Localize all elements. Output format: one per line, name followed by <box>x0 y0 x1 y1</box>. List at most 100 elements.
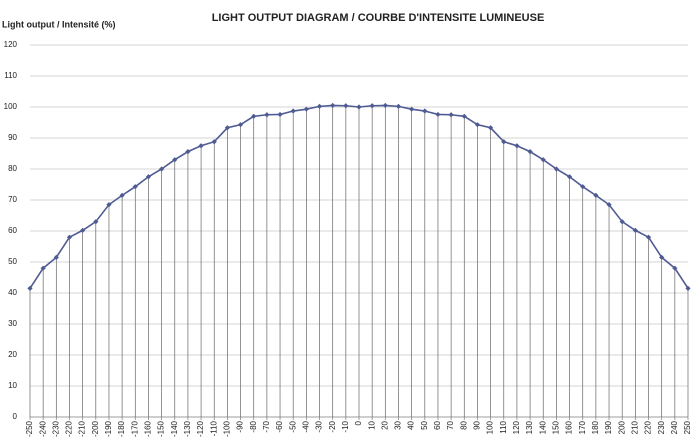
marker <box>632 227 638 233</box>
marker <box>172 157 178 163</box>
marker <box>461 113 467 119</box>
x-tick-label: -150 <box>157 420 166 437</box>
marker <box>685 285 691 291</box>
marker <box>435 111 441 118</box>
y-tick-label: 110 <box>4 71 17 80</box>
marker <box>119 192 125 198</box>
marker <box>422 108 428 114</box>
marker <box>409 106 415 112</box>
x-tick-label: 0 <box>354 420 363 425</box>
x-tick-label: -190 <box>104 420 113 437</box>
x-tick-label: 170 <box>578 420 587 434</box>
x-tick-label: -230 <box>51 420 60 437</box>
marker <box>53 254 59 260</box>
x-tick-label: -160 <box>144 420 153 437</box>
x-tick-label: 50 <box>420 420 429 429</box>
marker <box>237 122 244 128</box>
marker <box>369 103 375 109</box>
x-tick-label: 180 <box>591 420 600 434</box>
marker <box>277 111 283 118</box>
y-tick-label: 0 <box>13 412 18 421</box>
x-tick-label: -210 <box>78 420 87 437</box>
marker <box>606 202 612 208</box>
marker <box>659 254 665 260</box>
x-tick-label: 80 <box>459 420 468 429</box>
x-tick-label: 150 <box>552 420 561 434</box>
marker <box>488 125 494 131</box>
marker <box>40 265 46 271</box>
marker <box>316 103 323 109</box>
marker <box>580 184 586 190</box>
marker <box>527 149 533 155</box>
y-tick-label: 20 <box>8 350 17 359</box>
x-tick-label: 70 <box>446 420 455 429</box>
x-tick-label: 110 <box>499 420 508 433</box>
x-tick-label: -200 <box>91 420 100 437</box>
x-tick-label: -250 <box>25 420 34 437</box>
x-tick-label: -120 <box>196 420 205 437</box>
y-tick-label: 80 <box>8 164 17 173</box>
x-tick-label: -170 <box>130 420 139 437</box>
y-tick-label: 70 <box>8 195 17 204</box>
y-tick-label: 120 <box>4 40 18 49</box>
x-tick-label: -60 <box>275 420 284 432</box>
marker <box>645 234 652 240</box>
marker <box>132 184 138 190</box>
y-tick-label: 90 <box>8 133 17 142</box>
marker <box>356 104 362 110</box>
marker <box>540 157 546 163</box>
x-tick-label: 130 <box>525 420 534 434</box>
marker <box>224 125 230 131</box>
x-tick-label: 120 <box>512 420 521 434</box>
x-tick-label: 100 <box>486 420 495 434</box>
x-tick-label: 190 <box>604 420 613 434</box>
x-tick-label: 10 <box>367 420 376 429</box>
marker <box>566 174 573 180</box>
marker <box>198 143 204 149</box>
x-tick-label: -80 <box>249 420 258 432</box>
y-tick-label: 100 <box>4 102 18 111</box>
x-tick-label: 90 <box>473 420 482 429</box>
marker <box>303 106 309 112</box>
marker <box>145 174 152 180</box>
marker <box>619 219 625 225</box>
x-tick-label: -130 <box>183 420 192 437</box>
marker <box>501 139 507 145</box>
x-tick-label: -50 <box>288 420 297 432</box>
marker <box>474 122 481 128</box>
x-tick-label: 20 <box>380 420 389 429</box>
x-tick-label: 40 <box>407 420 416 429</box>
x-tick-label: -10 <box>341 420 350 432</box>
x-tick-label: -90 <box>236 420 245 432</box>
marker <box>185 149 191 155</box>
y-tick-label: 50 <box>8 257 17 266</box>
x-tick-label: 210 <box>630 420 639 434</box>
x-tick-label: 250 <box>683 420 692 434</box>
marker <box>343 103 349 109</box>
marker <box>514 143 520 149</box>
marker <box>382 102 388 109</box>
marker <box>593 192 599 198</box>
marker <box>27 285 33 291</box>
x-tick-label: -70 <box>262 420 271 432</box>
chart-title: LIGHT OUTPUT DIAGRAM / COURBE D'INTENSIT… <box>212 12 545 24</box>
marker <box>159 166 165 172</box>
y-axis-title: Light output / Intensité (%) <box>2 19 115 29</box>
x-tick-label: 200 <box>617 420 626 434</box>
marker <box>395 103 402 109</box>
y-tick-label: 10 <box>8 381 17 390</box>
marker <box>66 234 73 240</box>
x-tick-label: -220 <box>65 420 74 437</box>
x-tick-label: 230 <box>657 420 666 434</box>
marker <box>93 219 99 225</box>
marker <box>106 202 112 208</box>
x-tick-label: 60 <box>433 420 442 429</box>
marker <box>290 108 296 114</box>
x-tick-label: -140 <box>170 420 179 437</box>
marker <box>80 227 86 233</box>
marker <box>553 166 559 172</box>
x-tick-label: -180 <box>117 420 126 437</box>
x-tick-label: 140 <box>538 420 547 434</box>
y-tick-label: 60 <box>8 226 17 235</box>
x-tick-label: 160 <box>565 420 574 434</box>
